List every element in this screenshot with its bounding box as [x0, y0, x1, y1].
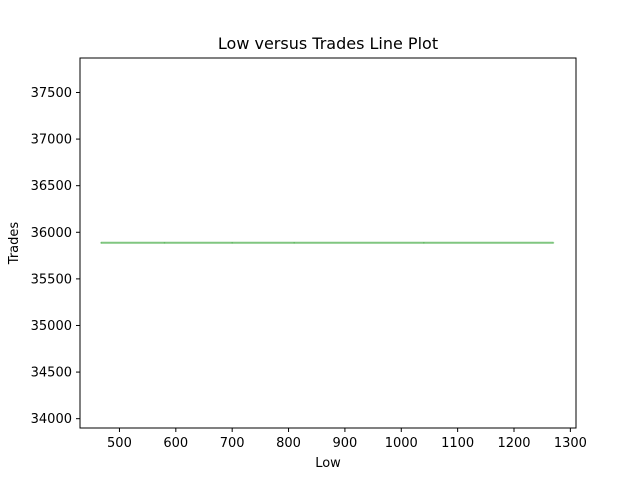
y-tick-label: 37500 [31, 86, 72, 101]
x-tick-label: 600 [163, 436, 188, 451]
data-point [552, 242, 555, 244]
y-tick-label: 34500 [31, 366, 72, 381]
plot-layer [100, 241, 555, 244]
x-tick-label: 800 [276, 436, 301, 451]
y-tick-label: 34000 [31, 412, 72, 427]
y-tick-label: 35500 [31, 272, 72, 287]
data-point [100, 242, 102, 244]
x-tick-label: 1300 [554, 436, 587, 451]
x-tick-label: 1200 [497, 436, 530, 451]
x-tick-label: 500 [107, 436, 132, 451]
y-tick-label: 35000 [31, 319, 72, 334]
data-point [423, 242, 425, 244]
x-axis-label: Low [315, 456, 341, 471]
data-point [293, 242, 296, 244]
x-tick-label: 1000 [385, 436, 418, 451]
y-tick-label: 36000 [31, 226, 72, 241]
x-tick-label: 1100 [441, 436, 474, 451]
y-tick-label: 37000 [31, 133, 72, 148]
x-tick-label: 700 [220, 436, 245, 451]
x-axis: 500 600 700 800 900 1000 1100 1200 1300 [107, 428, 587, 451]
plot-area-frame [79, 57, 577, 429]
y-axis-label: Trades [7, 222, 22, 266]
chart-title: Low versus Trades Line Plot [218, 34, 438, 53]
x-tick-label: 900 [332, 436, 357, 451]
y-axis: 34000 34500 35000 35500 36000 36500 37000 37500 [31, 86, 80, 427]
data-point [231, 242, 233, 244]
data-point [163, 242, 166, 244]
y-tick-label: 36500 [31, 179, 72, 194]
